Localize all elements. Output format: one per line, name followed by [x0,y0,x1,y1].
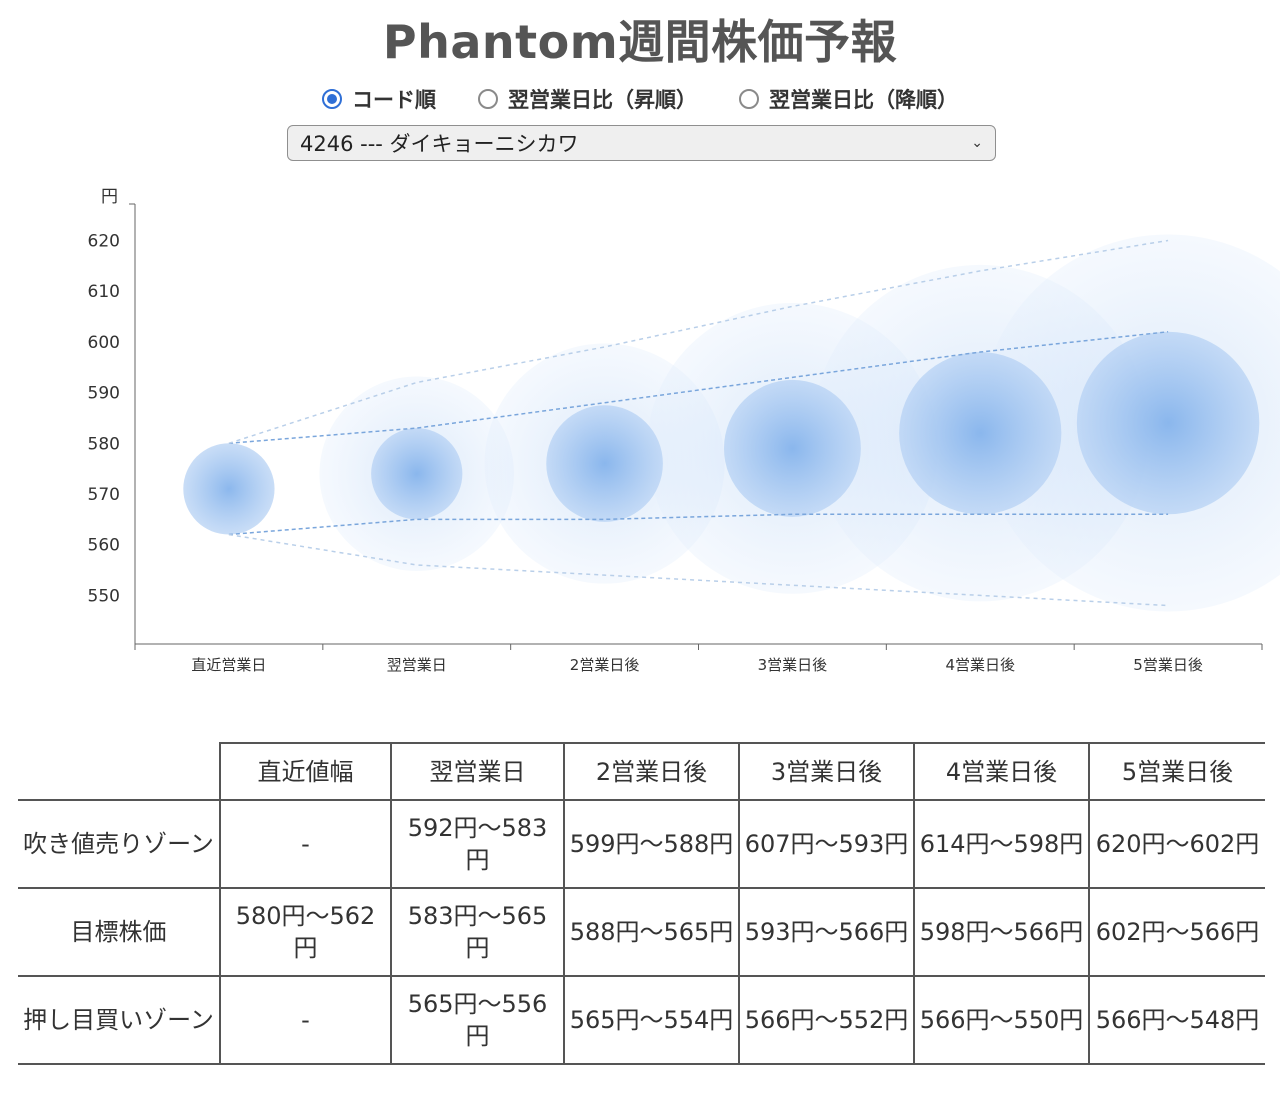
page-title: Phantom週間株価予報 [382,15,898,69]
table-row: 目標株価 580円〜562円 583円〜565円 588円〜565円 593円〜… [18,887,1265,977]
sort-option-label: 翌営業日比（降順） [769,88,958,112]
table-cell: 580円〜562円 [219,887,392,977]
sort-option-next-day-desc[interactable]: 翌営業日比（降順） [739,84,958,114]
radio-unchecked-icon[interactable] [739,89,759,109]
table-cell: 599円〜588円 [563,799,740,889]
y-tick-label: 570 [88,485,120,505]
table-cell: - [219,799,392,889]
table-cell: 565円〜554円 [563,975,740,1065]
table-cell: 583円〜565円 [390,887,565,977]
table-cell: 602円〜566円 [1088,887,1265,977]
sort-option-label: コード順 [352,88,436,112]
zone-lower-line [228,533,1169,607]
target-price-mark [371,428,463,520]
sort-option-next-day-asc[interactable]: 翌営業日比（昇順） [478,84,697,114]
table-row: 押し目買いゾーン - 565円〜556円 565円〜554円 566円〜552円… [18,975,1265,1065]
y-tick-label: 620 [88,232,120,252]
radio-checked-icon[interactable] [322,89,342,109]
table-cell: 620円〜602円 [1088,799,1265,889]
target-upper-line [228,331,1169,445]
stock-select-value: 4246 --- ダイキョーニシカワ [300,132,579,156]
table-cell: 614円〜598円 [913,799,1090,889]
zone-upper-line [228,239,1169,445]
table-cell: 607円〜593円 [738,799,915,889]
row-label: 押し目買いゾーン [18,975,221,1065]
table-cell: - [219,975,392,1065]
table-cell: 566円〜548円 [1088,975,1265,1065]
y-tick-label: 580 [88,434,120,454]
table-cell: 592円〜583円 [390,799,565,889]
x-category-label: 4営業日後 [945,656,1015,674]
target-price-mark [546,405,663,522]
y-tick-label: 550 [88,586,120,606]
row-label: 吹き値売りゾーン [18,799,221,889]
table-cell: 565円〜556円 [390,975,565,1065]
radio-unchecked-icon[interactable] [478,89,498,109]
table-header-cell: 直近値幅 [219,742,392,801]
table-header-cell: 3営業日後 [738,742,915,801]
sort-option-label: 翌営業日比（昇順） [508,88,697,112]
table-header-cell: 2営業日後 [563,742,740,801]
stock-select[interactable]: 4246 --- ダイキョーニシカワ ⌄ [287,125,996,161]
target-lower-line [228,513,1169,536]
sort-options: コード順 翌営業日比（昇順） 翌営業日比（降順） [0,84,1280,114]
sort-option-code[interactable]: コード順 [322,84,436,114]
x-category-label: 直近営業日 [191,656,266,674]
table-row: 吹き値売りゾーン - 592円〜583円 599円〜588円 607円〜593円… [18,799,1265,889]
y-unit-label: 円 [101,187,118,207]
target-price-mark [1076,331,1260,515]
target-price-mark [899,352,1062,515]
chevron-down-icon: ⌄ [971,135,983,151]
table-cell: 593円〜566円 [738,887,915,977]
target-price-mark [723,379,861,517]
x-category-label: 2営業日後 [570,656,640,674]
y-tick-label: 560 [88,536,120,556]
row-label: 目標株価 [18,887,221,977]
table-header-cell: 4営業日後 [913,742,1090,801]
table-cell: 566円〜550円 [913,975,1090,1065]
table-cell: 598円〜566円 [913,887,1090,977]
price-forecast-chart: 円 550 560 570 580 590 600 610 620 直近営業日 翌営業日 2営業日後 3… [88,187,1280,674]
table-cell: 566円〜552円 [738,975,915,1065]
forecast-table: 直近値幅 翌営業日 2営業日後 3営業日後 4営業日後 5営業日後 吹き値売りゾ… [18,742,1265,1065]
x-category-label: 3営業日後 [758,656,828,674]
y-tick-label: 610 [88,282,120,302]
target-price-mark [183,443,275,535]
table-header-cell [18,743,221,801]
y-tick-label: 600 [88,333,120,353]
y-tick-label: 590 [88,384,120,404]
x-category-label: 翌営業日 [387,656,447,674]
table-header-cell: 翌営業日 [390,742,565,801]
table-header-row: 直近値幅 翌営業日 2営業日後 3営業日後 4営業日後 5営業日後 [18,742,1265,801]
table-header-cell: 5営業日後 [1088,742,1265,801]
x-category-label: 5営業日後 [1133,656,1203,674]
table-cell: 588円〜565円 [563,887,740,977]
